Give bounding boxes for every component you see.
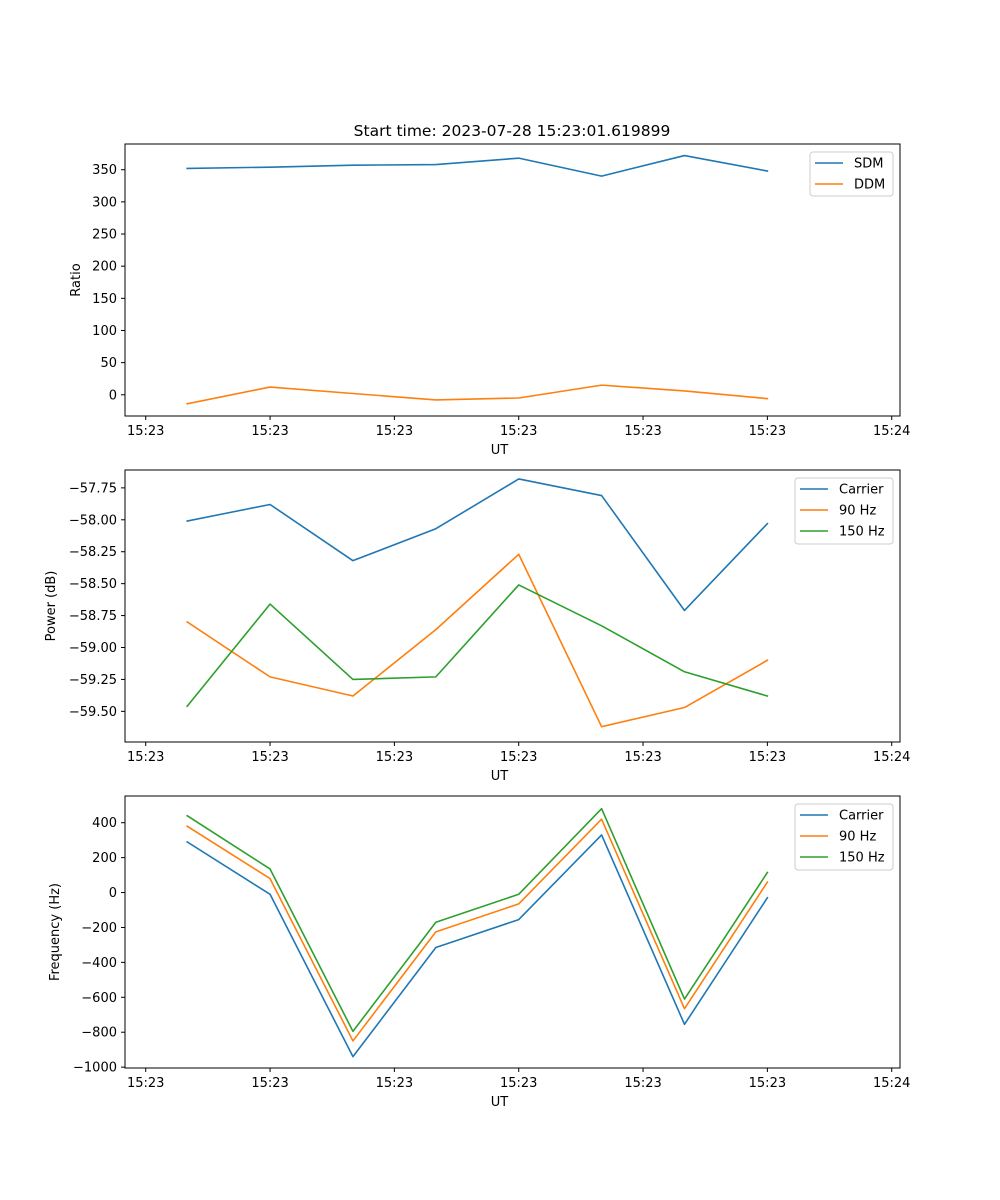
power-x-axis-label: UT <box>491 769 509 784</box>
ratio-series-line-ddm <box>186 384 769 405</box>
power-y-tick-label: −58.75 <box>69 609 117 624</box>
frequency-y-tick-label: −600 <box>81 991 117 1006</box>
ratio-x-tick-label: 15:23 <box>376 424 413 439</box>
ratio-x-tick-label: 15:23 <box>624 424 661 439</box>
ratio-y-tick-label: 350 <box>92 163 117 178</box>
ratio-x-tick-label: 15:23 <box>500 424 537 439</box>
power-legend: Carrier 90 Hz 150 Hz <box>794 477 894 545</box>
ratio-x-tick-label: 15:23 <box>251 424 288 439</box>
power-legend-label: 150 Hz <box>839 525 885 540</box>
frequency-x-tick-label: 15:23 <box>251 1076 288 1091</box>
power-series-line-90-hz <box>186 553 769 728</box>
ratio-x-axis-label: UT <box>491 443 509 458</box>
power-x-tick-label: 15:23 <box>624 750 661 765</box>
power-x-tick-label: 15:23 <box>500 750 537 765</box>
ratio-x-tick-label: 15:23 <box>749 424 786 439</box>
power-x-tick-label: 15:23 <box>251 750 288 765</box>
ratio-y-tick-label: 300 <box>92 195 117 210</box>
frequency-legend-label: Carrier <box>839 809 884 824</box>
frequency-series-line-150-hz <box>186 807 769 1033</box>
frequency-legend-label: 90 Hz <box>839 830 876 845</box>
ratio-axes-frame <box>124 143 901 417</box>
frequency-y-tick-label: −400 <box>81 956 117 971</box>
power-y-tick-label: −59.25 <box>69 673 117 688</box>
frequency-x-tick-label: 15:23 <box>749 1076 786 1091</box>
frequency-x-axis-label: UT <box>491 1095 509 1110</box>
ratio-chart-panel: 15:23 15:23 15:23 15:23 15:23 15:23 15:24 0 50 10… <box>69 143 910 458</box>
power-y-tick-label: −58.00 <box>69 513 117 528</box>
frequency-x-tick-label: 15:23 <box>500 1076 537 1091</box>
ratio-y-tick-label: 200 <box>92 260 117 275</box>
ratio-legend-label: DDM <box>854 178 885 193</box>
ratio-y-tick-label: 0 <box>109 388 117 403</box>
power-x-tick-label: 15:23 <box>749 750 786 765</box>
ratio-y-tick-label: 50 <box>100 356 117 371</box>
frequency-x-tick-label: 15:23 <box>624 1076 661 1091</box>
power-x-tick-label: 15:23 <box>127 750 164 765</box>
power-chart-panel: 15:23 15:23 15:23 15:23 15:23 15:23 15:24 −59.5… <box>44 469 910 784</box>
frequency-y-tick-label: 0 <box>109 886 117 901</box>
power-y-tick-label: −59.00 <box>69 641 117 656</box>
power-axes-frame <box>124 469 901 743</box>
frequency-y-axis-label: Frequency (Hz) <box>48 883 63 981</box>
ratio-y-tick-label: 150 <box>92 292 117 307</box>
power-y-axis-label: Power (dB) <box>44 571 59 642</box>
power-y-tick-label: −58.25 <box>69 545 117 560</box>
power-legend-label: Carrier <box>839 483 884 498</box>
power-y-tick-label: −57.75 <box>69 481 117 496</box>
figure-title: Start time: 2023-07-28 15:23:01.619899 <box>354 122 671 140</box>
ratio-legend: SDM DDM <box>809 151 894 197</box>
frequency-axes-frame <box>124 795 901 1069</box>
ratio-y-tick-label: 250 <box>92 228 117 243</box>
power-legend-label: 90 Hz <box>839 504 876 519</box>
frequency-legend-box <box>794 803 894 871</box>
power-y-tick-label: −59.50 <box>69 705 117 720</box>
frequency-y-tick-label: −200 <box>81 921 117 936</box>
ratio-y-tick-label: 100 <box>92 324 117 339</box>
frequency-legend-label: 150 Hz <box>839 851 885 866</box>
power-x-tick-label: 15:23 <box>376 750 413 765</box>
ratio-legend-label: SDM <box>854 157 883 172</box>
frequency-y-tick-label: −800 <box>81 1026 117 1041</box>
ratio-series-line-sdm <box>186 154 769 177</box>
frequency-x-tick-label: 15:24 <box>873 1076 910 1091</box>
ratio-x-tick-label: 15:23 <box>127 424 164 439</box>
frequency-series-line-carrier <box>186 834 769 1058</box>
power-x-tick-label: 15:24 <box>873 750 910 765</box>
frequency-legend: Carrier 90 Hz 150 Hz <box>794 803 894 871</box>
frequency-x-tick-label: 15:23 <box>127 1076 164 1091</box>
frequency-y-tick-label: 200 <box>92 851 117 866</box>
ratio-y-axis-label: Ratio <box>69 263 84 296</box>
frequency-y-tick-label: 400 <box>92 816 117 831</box>
frequency-series-line-90-hz <box>186 818 769 1042</box>
power-series-line-carrier <box>186 478 769 612</box>
power-legend-box <box>794 477 894 545</box>
ratio-x-tick-label: 15:24 <box>873 424 910 439</box>
frequency-y-tick-label: −1000 <box>73 1061 117 1076</box>
frequency-chart-panel: 15:23 15:23 15:23 15:23 15:23 15:23 15:24 −1000… <box>48 795 910 1110</box>
power-series-line-150-hz <box>186 584 769 708</box>
frequency-x-tick-label: 15:23 <box>376 1076 413 1091</box>
power-y-tick-label: −58.50 <box>69 577 117 592</box>
